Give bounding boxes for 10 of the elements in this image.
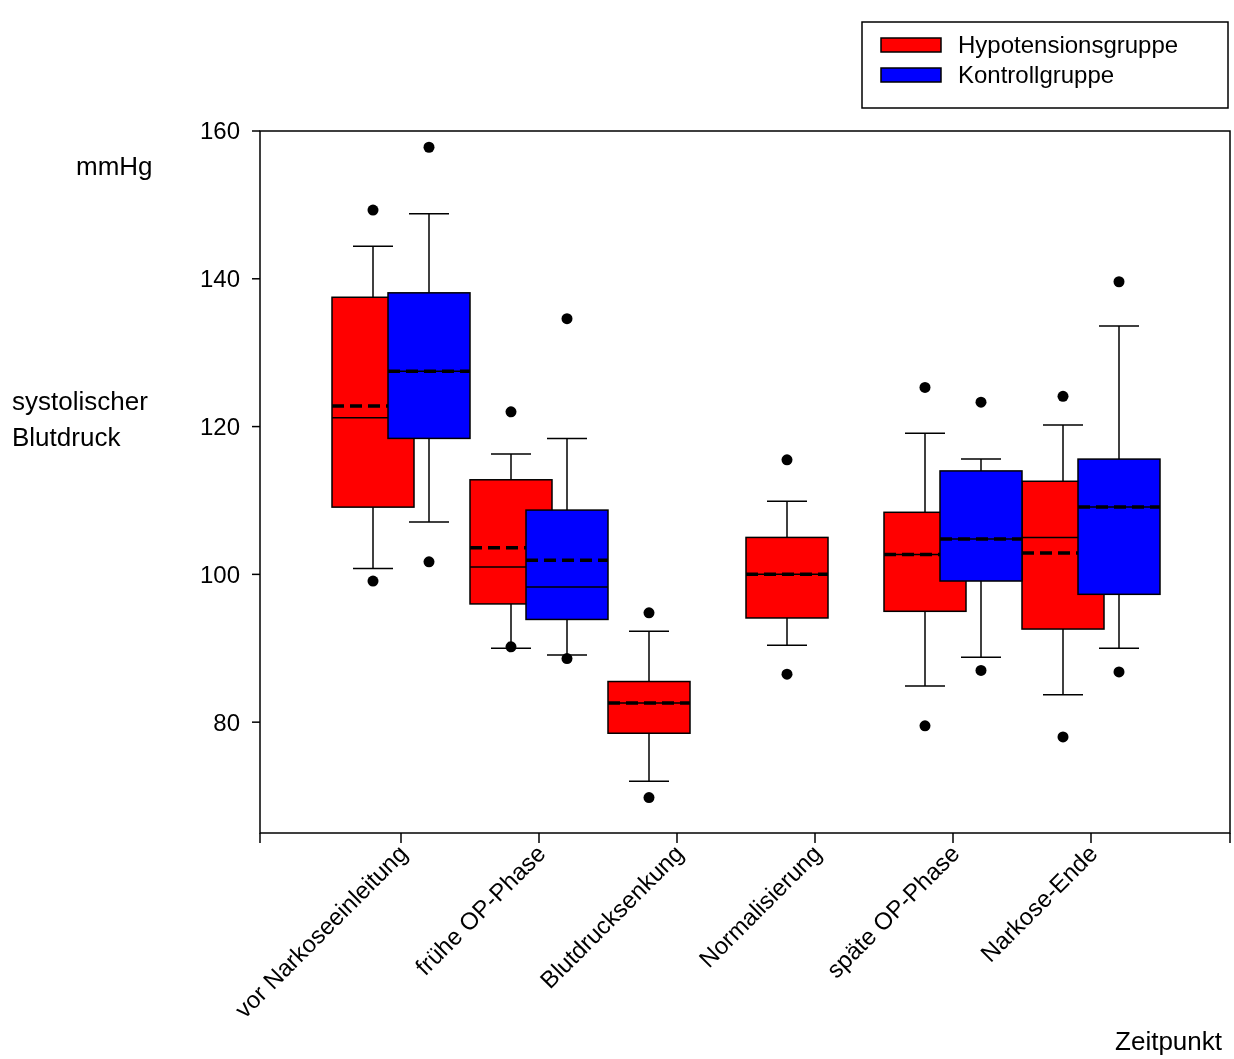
y-axis-title: systolischer Blutdruck	[12, 386, 149, 452]
y-tick-label: 140	[199, 265, 240, 293]
x-axis-title: Zeitpunkt	[1115, 1026, 1223, 1056]
y-tick-label: 100	[199, 560, 240, 588]
text: mmHg	[76, 151, 153, 181]
y-tick-label: 120	[199, 412, 240, 440]
y-tick-label: 160	[199, 117, 240, 145]
y-tick-label: 80	[213, 708, 240, 736]
legend-label: Kontrollgruppe	[958, 61, 1115, 89]
legend-label: Hypotensionsgruppe	[958, 31, 1179, 59]
